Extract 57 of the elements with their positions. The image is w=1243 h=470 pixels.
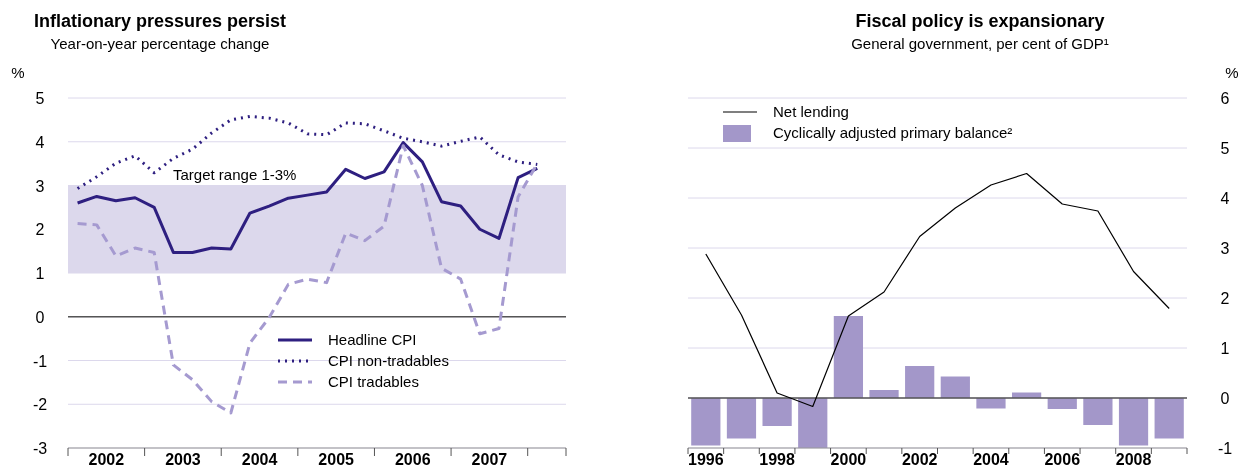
bar bbox=[726, 398, 757, 439]
chart-title: Fiscal policy is expansionary bbox=[855, 11, 1105, 31]
legend-label: Headline CPI bbox=[328, 331, 417, 348]
bar bbox=[762, 398, 792, 426]
line-series bbox=[76, 144, 539, 415]
x-tick-label: 2005 bbox=[318, 451, 355, 468]
y-tick-label: 1 bbox=[1220, 340, 1230, 357]
x-tick-label: 1996 bbox=[688, 451, 724, 468]
y-axis-title: % bbox=[1225, 64, 1239, 81]
y-tick-label: -3 bbox=[32, 440, 48, 457]
bar bbox=[869, 390, 899, 398]
bar bbox=[940, 376, 970, 398]
y-tick-label: 4 bbox=[1220, 190, 1230, 207]
chart-subtitle: Year-on-year percentage change bbox=[50, 35, 270, 52]
x-tick-label: 1998 bbox=[759, 451, 796, 468]
y-tick-label: 0 bbox=[1220, 390, 1230, 407]
legend-label: CPI tradables bbox=[328, 373, 419, 390]
bar bbox=[1154, 398, 1184, 439]
x-tick-label: 2004 bbox=[973, 451, 1009, 468]
bar bbox=[1047, 398, 1077, 409]
band-label: Target range 1-3% bbox=[173, 165, 297, 183]
bar bbox=[905, 366, 935, 398]
x-tick-label: 2006 bbox=[1044, 451, 1081, 468]
x-tick-label: 2007 bbox=[471, 451, 508, 468]
line-series bbox=[705, 172, 1170, 408]
y-tick-label: 2 bbox=[35, 221, 45, 239]
legend-label: Net lending bbox=[773, 103, 849, 120]
x-tick-label: 2000 bbox=[830, 451, 867, 468]
bar bbox=[833, 316, 864, 398]
bar bbox=[691, 398, 721, 446]
x-tick-label: 2002 bbox=[901, 451, 938, 468]
bar bbox=[1083, 398, 1113, 425]
y-tick-label: 6 bbox=[1220, 90, 1230, 107]
y-tick-label: 5 bbox=[1220, 140, 1230, 157]
x-tick-label: 2004 bbox=[241, 451, 278, 468]
x-tick-label: 2006 bbox=[394, 451, 431, 468]
y-tick-label: 1 bbox=[35, 265, 45, 282]
y-tick-label: -1 bbox=[32, 352, 48, 370]
y-tick-label: 4 bbox=[35, 133, 45, 151]
y-tick-label: -1 bbox=[1217, 440, 1233, 457]
y-tick-label: 5 bbox=[35, 90, 45, 107]
bar bbox=[976, 398, 1006, 409]
y-axis-title: % bbox=[11, 64, 25, 81]
legend-label: Cyclically adjusted primary balance² bbox=[773, 124, 1013, 141]
y-tick-label: 3 bbox=[35, 177, 45, 195]
x-tick-label: 2002 bbox=[88, 451, 125, 468]
bar bbox=[798, 398, 828, 448]
bar bbox=[1118, 398, 1149, 446]
x-tick-label: 2008 bbox=[1115, 451, 1152, 468]
y-tick-label: -2 bbox=[32, 396, 48, 414]
y-tick-label: 0 bbox=[35, 308, 45, 326]
chart-subtitle: General government, per cent of GDP¹ bbox=[851, 35, 1109, 52]
chart-title: Inflationary pressures persist bbox=[33, 11, 287, 31]
x-tick-label: 2003 bbox=[165, 451, 201, 468]
legend-label: CPI non-tradables bbox=[328, 352, 449, 369]
y-tick-label: 3 bbox=[1220, 240, 1230, 257]
y-tick-label: 2 bbox=[1220, 290, 1230, 307]
